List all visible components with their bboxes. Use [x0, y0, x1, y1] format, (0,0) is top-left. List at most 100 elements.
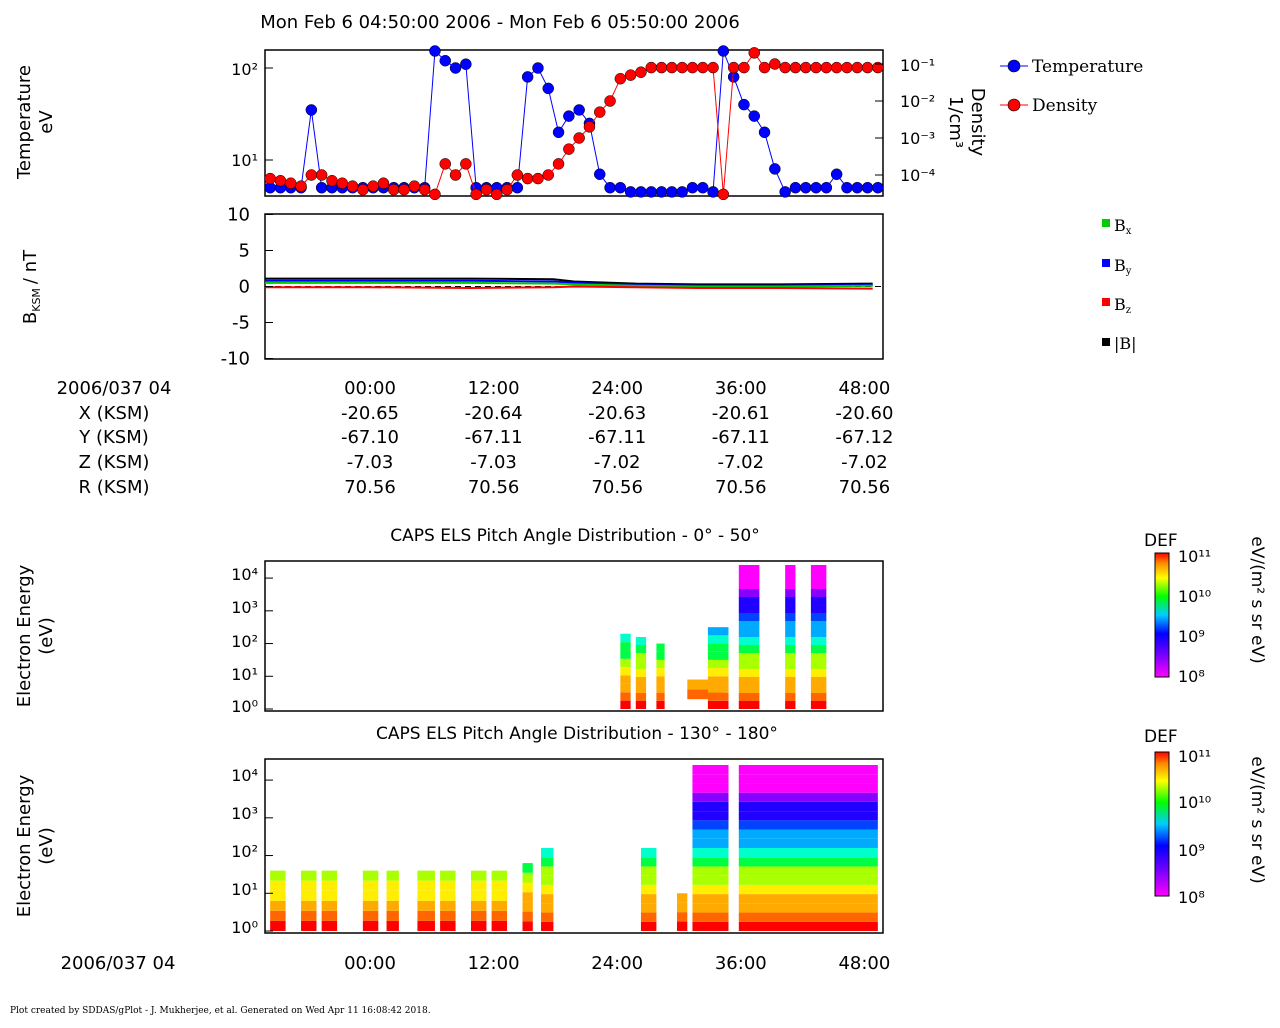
pad-0-50-cell: [707, 684, 729, 693]
legend-by-label: By: [1114, 256, 1132, 277]
pad-0-50-cell: [738, 581, 760, 589]
pad-130-180-cell: [541, 866, 554, 876]
pad-130-180-frame: [264, 758, 884, 934]
pad-0-50-colorbar: DEF 10¹¹ 10¹⁰ 10⁹ 10⁸ eV/(m² s sr eV): [1144, 531, 1267, 686]
density-point: [800, 61, 812, 74]
pad-0-50-cell: [635, 645, 647, 653]
ephemeris-label-y: Y (KSM): [78, 427, 149, 448]
pad-130-180-cell: [692, 801, 729, 812]
pad-130-180-cell: [417, 900, 435, 911]
magnetic-field-panel: 10 5 0 -5 -10 BKSM / nT Bx By Bz |B|: [20, 205, 1137, 370]
pad-130-180-cell: [738, 884, 878, 895]
magnetic-field-ticks: 10 5 0 -5 -10: [221, 205, 273, 370]
ephemeris-time-label: 36:00: [715, 378, 767, 399]
ephemeris-value: -20.60: [835, 403, 893, 424]
pad-130-180-cell: [440, 870, 456, 881]
pad-130-180-cell: [471, 920, 487, 931]
pad-0-50-cell: [785, 597, 796, 605]
pad-0-50-cell: [620, 700, 631, 709]
pad-130-180-cell: [491, 880, 508, 891]
pad-130-180-tick-1e3: 10³: [231, 804, 258, 823]
pad-130-180-cell: [738, 894, 878, 904]
pad-130-180-cell: [270, 900, 286, 911]
pad-0-50-cell: [738, 573, 760, 581]
temperature-point: [614, 181, 627, 194]
pad-130-180-cell: [692, 774, 729, 784]
temperature-point: [604, 181, 616, 194]
pad-130-180-cell: [640, 848, 657, 858]
density-line: [270, 51, 878, 196]
pad-0-50-tick-1e4: 10⁴: [231, 565, 258, 584]
ephemeris-table: 2006/037 04 00:00 12:00 24:00 36:00 48:00 X …: [57, 378, 894, 498]
pad-0-50-cell: [810, 565, 827, 573]
pad-0-50-tick-1e0: 10⁰: [231, 697, 258, 716]
pad-130-180-cell: [640, 912, 657, 922]
temperature-point: [449, 62, 462, 74]
pad-130-180-cell: [301, 890, 317, 901]
temperature-point: [676, 186, 688, 198]
pad-130-180-cell: [386, 920, 399, 931]
pad-0-50-cell: [707, 700, 729, 709]
pad-0-50-cell: [810, 589, 827, 597]
pad-130-180-cell: [522, 863, 533, 873]
pad-0-50-cell: [810, 613, 827, 621]
pad-130-180-cell: [417, 880, 435, 891]
pad-130-180-cell: [321, 900, 338, 911]
pad-0-50-cell: [810, 653, 827, 661]
legend-bz-label: Bz: [1114, 295, 1131, 316]
pad-130-180-cell: [270, 890, 286, 901]
pad-0-50-cell: [810, 701, 827, 709]
density-point: [460, 158, 472, 170]
density-tick-1e-1: 10⁻¹: [900, 56, 935, 75]
pad-0-50-cell: [687, 679, 724, 690]
pad-130-180-cell: [738, 820, 878, 830]
density-point: [429, 188, 441, 201]
pad-130-180-cell: [522, 872, 533, 883]
moments-legend: Temperature Density: [1000, 57, 1143, 116]
density-point: [367, 180, 379, 192]
pad-130-180-cell: [270, 920, 286, 931]
pad-0-50-cell: [656, 684, 665, 693]
pad-130-180-cell: [692, 903, 729, 913]
density-point: [408, 180, 421, 192]
pad-130-180-cell: [386, 910, 399, 921]
magnetic-field-series: [265, 277, 883, 290]
pad-130-180-cell: [440, 910, 456, 921]
density-point: [398, 183, 410, 196]
pad-0-50-cell: [785, 565, 796, 573]
density-point: [439, 158, 451, 170]
pad-130-180-cell: [738, 875, 878, 885]
temperature-point: [552, 126, 565, 139]
pad-130-180-cell: [491, 870, 508, 881]
density-point: [274, 174, 287, 187]
pad-130-180-cell: [301, 910, 317, 921]
legend-temperature-marker: [1007, 59, 1021, 73]
pad-0-50-axis-unit: (eV): [36, 617, 57, 654]
pad-130-180-cell: [640, 903, 657, 913]
temperature-point: [820, 181, 833, 194]
pad-130-180-cell: [640, 884, 657, 895]
pad-0-50-cell: [656, 643, 665, 652]
pad-130-180-cell: [738, 783, 878, 793]
pad-130-180-axis-label: Electron Energy: [14, 774, 35, 917]
pad-130-180-cell: [677, 893, 688, 903]
pad-0-50-cell: [707, 635, 729, 644]
temperature-point: [830, 168, 843, 181]
density-point: [521, 172, 534, 185]
pad-130-180-cell: [692, 857, 729, 867]
temperature-point: [645, 186, 657, 198]
density-point: [357, 183, 369, 196]
density-point: [501, 183, 513, 196]
ephemeris-time-label: 24:00: [591, 378, 643, 399]
ephemeris-value: -7.02: [594, 452, 641, 473]
temperature-point: [861, 181, 874, 194]
pad-130-180-cell: [386, 870, 399, 881]
pad-0-50-cell: [785, 621, 796, 629]
legend-bmag-marker: [1102, 338, 1110, 346]
density-axis-unit: 1/cm³: [945, 96, 966, 148]
pad-130-180-tick-1e4: 10⁴: [231, 766, 258, 785]
density-point: [449, 169, 462, 181]
density-point: [542, 169, 554, 181]
temperature-axis-label: Temperature: [14, 65, 35, 180]
pad-130-180-cell: [301, 920, 317, 931]
